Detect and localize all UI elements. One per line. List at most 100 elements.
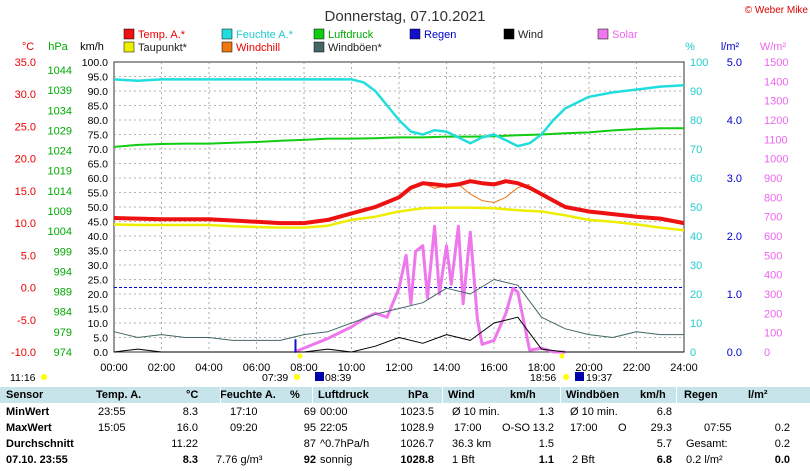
cell: 07:55 [704,422,732,434]
cell: 0.2 l/m² [686,454,723,466]
press-tick-10: 994 [54,266,72,278]
x-tick-5: 10:00 [338,362,366,374]
cell: 2 Bft [572,454,595,466]
hum-tick-7: 30 [690,260,702,272]
table-header-5: Luftdruck [318,389,369,401]
temp-tick-2: 25.0 [15,121,36,133]
table-header-9: Windböen [566,389,620,401]
solar-tick-8: 700 [764,212,782,224]
wind-tick-1: 95.0 [88,72,109,84]
wind-tick-3: 85.0 [88,101,109,113]
temp-tick-8: -5.0 [17,315,36,327]
wind-tick-16: 20.0 [88,289,109,301]
cell: 36.3 km [452,438,492,450]
legend-label-1: Feuchte A.* [236,29,294,41]
hum-tick-6: 40 [690,231,702,243]
table-separator [442,387,443,471]
cell: 1028.8 [400,454,434,466]
wind-tick-14: 30.0 [88,260,109,272]
wind-tick-9: 55.0 [88,188,109,200]
solar-tick-5: 1000 [764,154,788,166]
weather-chart: Donnerstag, 07.10.2021 © Weber Mike Temp. … [10,5,808,384]
rain-tick-4: 1.0 [727,289,742,301]
legend-swatch-7 [221,41,233,53]
legend-swatch-4 [503,28,515,40]
chart-title: Donnerstag, 07.10.2021 [325,8,486,25]
moonset-label: 19:37 [586,372,612,384]
wind-tick-4: 80.0 [88,115,109,127]
solar-tick-1: 1400 [764,76,788,88]
temp-tick-6: 5.0 [21,250,36,262]
cell: 7.76 g/m³ [216,454,263,466]
hum-tick-5: 50 [690,202,702,214]
press-tick-14: 974 [54,347,72,359]
cell: 8.3 [182,454,198,466]
cell: 69 [303,406,316,418]
x-tick-12: 24:00 [670,362,698,374]
legend-label-3: Regen [424,29,456,41]
table-separator [676,387,677,471]
x-tick-3: 06:00 [243,362,271,374]
cell: 1.5 [538,438,554,450]
cell: 11.22 [171,438,198,450]
solar-tick-13: 200 [764,308,782,320]
press-tick-1: 1039 [48,85,72,97]
solar-tick-11: 400 [764,270,782,282]
hum-tick-10: 0 [690,347,696,359]
moonrise-label: 08:39 [325,372,351,384]
legend-swatch-0 [123,28,135,40]
rain-tick-0: 5.0 [727,57,742,69]
rain-unit-label: l/m² [721,41,740,53]
wind-tick-7: 65.0 [88,159,109,171]
rain-tick-5: 0.0 [727,347,742,359]
cell: 0.2 [774,438,790,450]
press-tick-2: 1034 [48,105,72,117]
cell: 23:55 [98,406,126,418]
hum-tick-2: 80 [690,115,702,127]
temp-tick-4: 15.0 [15,186,36,198]
press-tick-6: 1014 [48,186,72,198]
wind-tick-11: 45.0 [88,217,109,229]
hum-tick-4: 60 [690,173,702,185]
solar-tick-10: 500 [764,250,782,262]
solar-tick-9: 600 [764,231,782,243]
solar-tick-3: 1200 [764,115,788,127]
solar-tick-14: 100 [764,328,782,340]
pressure-line [113,127,684,148]
cell: 17:00 [570,422,598,434]
cell: 1.3 [538,406,554,418]
rain-tick-1: 4.0 [727,115,742,127]
sunset-label: 18:56 [530,372,556,384]
table-header-8: km/h [510,389,536,401]
humidity-line [113,78,685,148]
row-label-2: Durchschnitt [6,438,74,450]
legend-swatch-6 [123,41,135,53]
cell: 22:05 [320,422,348,434]
table-separator [560,387,561,471]
legend-swatch-1 [221,28,233,40]
x-tick-7: 14:00 [433,362,461,374]
cell: 8.3 [182,406,198,418]
press-tick-3: 1029 [48,125,72,137]
table-header-0: Sensor [6,389,44,401]
legend-swatch-2 [313,28,325,40]
temp-tick-9: -10.0 [11,347,36,359]
table-header-12: l/m² [748,389,768,401]
gust-line [113,279,684,341]
cell: 00:00 [320,406,348,418]
wind-tick-19: 5.0 [93,333,108,345]
cell: Ø 10 min. [570,406,618,418]
cell: 1.1 [538,454,554,466]
x-tick-0: 00:00 [100,362,128,374]
table-header-4: % [290,389,300,401]
sun-icon-left [41,374,47,380]
cell: ^0.7hPa/h [320,438,370,450]
wind-tick-12: 40.0 [88,231,109,243]
cell: 87 [303,438,316,450]
legend-label-8: Windböen* [328,42,383,54]
cell: 92 [303,454,316,466]
moonrise-icon [315,372,324,381]
cell: 17:10 [230,406,258,418]
press-unit-label: hPa [48,41,68,53]
x-tick-11: 22:00 [623,362,651,374]
